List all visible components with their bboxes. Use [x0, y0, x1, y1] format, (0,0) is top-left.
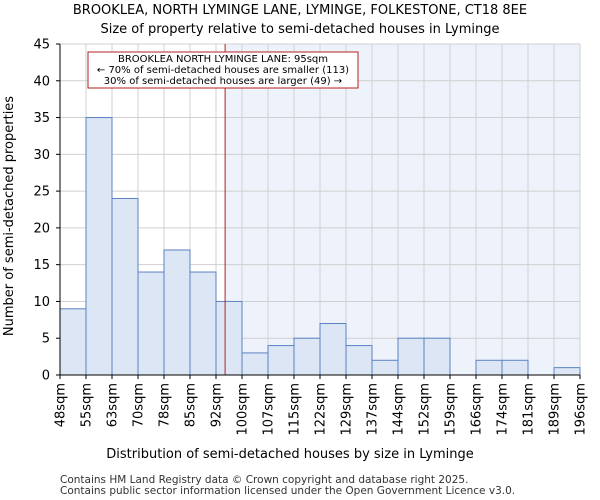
bar — [345, 345, 373, 376]
bar — [319, 323, 347, 376]
shaded-region — [225, 44, 580, 375]
chart-title: BROOKLEA, NORTH LYMINGE LANE, LYMINGE, F… — [73, 3, 527, 18]
x-tick-label: 92sqm — [210, 383, 225, 427]
x-tick-label: 78sqm — [158, 383, 173, 427]
footer-line-2: Contains public sector information licen… — [60, 485, 515, 497]
y-ticks: 0 5 10 15 20 25 30 35 40 45 — [33, 38, 60, 384]
y-tick-label: 45 — [33, 38, 50, 53]
plot-background — [225, 44, 580, 375]
y-tick-label: 40 — [33, 74, 50, 89]
x-tick-label: 189sqm — [548, 383, 563, 436]
y-tick-label: 30 — [33, 148, 50, 163]
bar — [293, 337, 321, 376]
annotation-line-1: BROOKLEA NORTH LYMINGE LANE: 95sqm — [118, 54, 328, 65]
bar — [475, 359, 503, 376]
bar — [85, 117, 113, 376]
bar — [189, 271, 217, 376]
bar — [163, 249, 191, 376]
bar — [137, 271, 165, 376]
annotation-border — [87, 51, 359, 89]
y-tick-label: 35 — [33, 111, 50, 126]
x-tick-label: 152sqm — [418, 383, 433, 436]
y-tick-label: 25 — [33, 185, 50, 200]
x-tick-label: 70sqm — [132, 383, 147, 427]
x-tick-label: 100sqm — [236, 383, 251, 436]
y-tick-label: 10 — [33, 295, 50, 310]
x-tick-label: 166sqm — [470, 383, 485, 436]
x-tick-label: 137sqm — [366, 383, 381, 436]
x-tick-label: 196sqm — [574, 383, 589, 436]
bar — [397, 337, 425, 376]
x-tick-label: 107sqm — [262, 383, 277, 436]
footer-line-1: Contains HM Land Registry data © Crown c… — [60, 474, 468, 486]
x-tick-label: 144sqm — [392, 383, 407, 436]
bar — [423, 337, 451, 376]
x-axis-label: Distribution of semi-detached houses by … — [106, 447, 473, 462]
x-tick-label: 55sqm — [80, 383, 95, 427]
bar — [371, 359, 399, 376]
annotation-line-2: ← 70% of semi-detached houses are smalle… — [97, 65, 349, 76]
x-tick-label: 48sqm — [54, 383, 69, 427]
bar — [501, 359, 529, 376]
x-tick-label: 85sqm — [184, 383, 199, 427]
y-tick-label: 5 — [42, 332, 50, 347]
x-tick-label: 181sqm — [522, 383, 537, 436]
x-ticks: 48sqm 55sqm 63sqm 70sqm 78sqm 85sqm 92sqm 100sq… — [54, 375, 589, 436]
bar — [553, 367, 581, 376]
x-tick-label: 174sqm — [496, 383, 511, 436]
bar — [267, 345, 295, 376]
x-tick-label: 129sqm — [340, 383, 355, 436]
y-tick-label: 0 — [42, 369, 50, 384]
x-tick-label: 122sqm — [314, 383, 329, 436]
bars — [59, 117, 581, 376]
bar — [111, 197, 139, 376]
x-tick-label: 63sqm — [106, 383, 121, 427]
x-tick-label: 115sqm — [288, 383, 303, 436]
x-tick-label: 159sqm — [444, 383, 459, 436]
y-tick-label: 15 — [33, 258, 50, 273]
bar — [215, 300, 243, 376]
y-axis-label: Number of semi-detached properties — [2, 96, 17, 336]
annotation-box: BROOKLEA NORTH LYMINGE LANE: 95sqm ← 70%… — [87, 51, 359, 89]
bar — [59, 308, 87, 376]
bar — [241, 352, 269, 376]
annotation-line-3: 30% of semi-detached houses are larger (… — [104, 76, 342, 87]
chart-subtitle: Size of property relative to semi-detach… — [100, 22, 499, 37]
y-tick-label: 20 — [33, 221, 50, 236]
